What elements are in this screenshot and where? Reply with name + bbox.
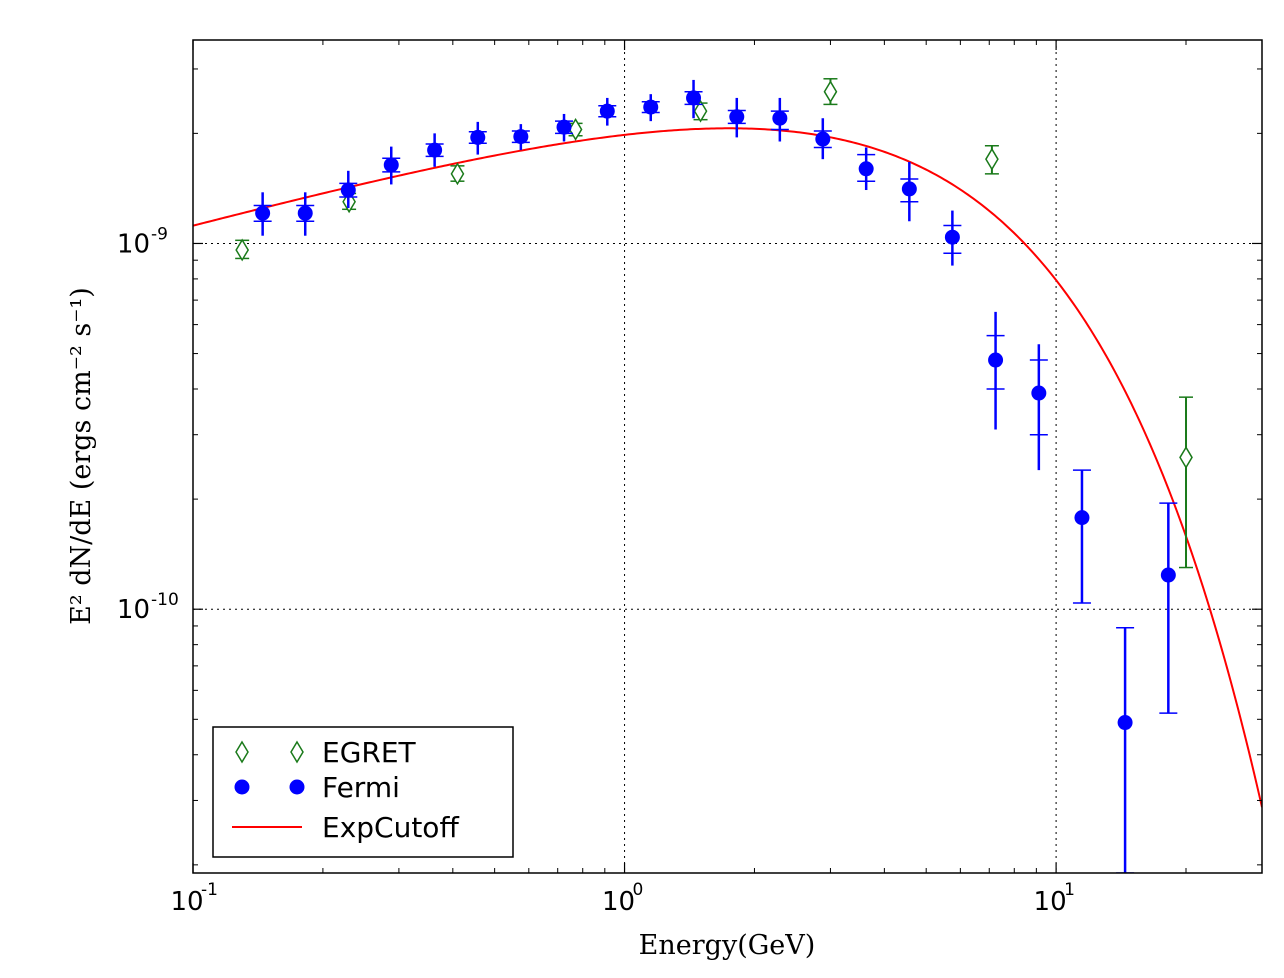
egret-point-2 bbox=[450, 162, 465, 186]
y-tick-exp-0: -9 bbox=[151, 224, 168, 244]
egret-marker-0 bbox=[235, 238, 250, 262]
egret-point-6 bbox=[984, 144, 999, 175]
fermi-point-2 bbox=[339, 170, 358, 209]
egret-marker-3 bbox=[568, 117, 583, 141]
x-tick-exp-1: 0 bbox=[633, 880, 644, 900]
fermi-marker-5 bbox=[470, 129, 486, 145]
fermi-point-8 bbox=[598, 97, 617, 126]
fermi-point-15 bbox=[900, 162, 919, 222]
fermi-point-13 bbox=[813, 118, 832, 160]
egret-point-5 bbox=[823, 78, 838, 106]
egret-point-7 bbox=[1179, 396, 1194, 569]
fermi-point-21 bbox=[1159, 502, 1178, 714]
fermi-point-12 bbox=[770, 97, 789, 142]
fermi-marker-18 bbox=[1031, 385, 1047, 401]
legend-fermi-label: Fermi bbox=[322, 771, 400, 804]
fermi-point-20 bbox=[1116, 626, 1135, 873]
fermi-marker-2 bbox=[340, 182, 356, 198]
egret-point-3 bbox=[568, 117, 583, 141]
legend: EGRET Fermi ExpCutoff bbox=[212, 726, 514, 858]
egret-marker-4 bbox=[693, 99, 708, 123]
fermi-point-16 bbox=[943, 210, 962, 266]
fermi-marker-17 bbox=[988, 352, 1004, 368]
legend-egret-marker-2 bbox=[290, 740, 304, 764]
legend-egret-marker-1 bbox=[235, 740, 249, 764]
fermi-marker-10 bbox=[686, 90, 702, 106]
legend-entry-expcutoff: ExpCutoff bbox=[232, 811, 459, 844]
egret-point-4 bbox=[693, 99, 708, 123]
legend-box bbox=[212, 726, 514, 858]
y-axis-label: E² dN/dE (ergs cm⁻² s⁻¹) bbox=[66, 287, 97, 625]
x-axis-title: Energy(GeV) bbox=[639, 930, 816, 961]
fermi-point-19 bbox=[1072, 469, 1091, 604]
fermi-marker-19 bbox=[1074, 510, 1090, 526]
fermi-point-5 bbox=[468, 121, 487, 155]
fermi-point-17 bbox=[986, 311, 1005, 430]
fermi-marker-6 bbox=[513, 129, 529, 145]
x-tick-label-2: 10 bbox=[1034, 887, 1067, 917]
fermi-marker-14 bbox=[858, 161, 874, 177]
points-clipped bbox=[235, 78, 1194, 873]
legend-egret-label: EGRET bbox=[322, 736, 417, 769]
fermi-marker-4 bbox=[427, 142, 443, 158]
egret-marker-2 bbox=[450, 162, 465, 186]
fermi-marker-0 bbox=[255, 205, 271, 221]
legend-entry-fermi: Fermi bbox=[234, 771, 400, 804]
y-tick-exp-1: -10 bbox=[151, 590, 179, 610]
legend-expcutoff-label: ExpCutoff bbox=[322, 811, 459, 844]
fermi-marker-9 bbox=[643, 99, 659, 115]
plot-frame bbox=[192, 39, 1263, 874]
y-tick-label-0: 10 bbox=[117, 229, 150, 259]
fermi-marker-3 bbox=[383, 157, 399, 173]
y-axis-title: E² dN/dE (ergs cm⁻² s⁻¹) bbox=[66, 287, 97, 625]
grid-lines bbox=[193, 40, 1262, 873]
fermi-marker-7 bbox=[556, 119, 572, 135]
x-tick-label-1: 10 bbox=[602, 887, 635, 917]
fermi-marker-15 bbox=[901, 181, 917, 197]
fermi-point-10 bbox=[684, 79, 703, 119]
egret-marker-5 bbox=[823, 80, 838, 104]
fermi-point-1 bbox=[296, 192, 315, 236]
egret-marker-7 bbox=[1179, 445, 1193, 469]
fermi-point-0 bbox=[253, 192, 272, 236]
fermi-point-6 bbox=[511, 124, 530, 151]
fermi-point-11 bbox=[727, 97, 746, 138]
egret-marker-6 bbox=[985, 147, 999, 171]
fermi-marker-1 bbox=[297, 205, 313, 221]
fermi-point-9 bbox=[641, 94, 660, 122]
fermi-marker-12 bbox=[772, 110, 788, 126]
y-tick-label-1: 10 bbox=[117, 595, 150, 625]
egret-point-0 bbox=[235, 238, 250, 262]
legend-entry-egret: EGRET bbox=[235, 736, 417, 769]
expcutoff-curve-layer bbox=[193, 127, 1262, 808]
fermi-point-3 bbox=[382, 146, 401, 185]
expcutoff-curve bbox=[193, 127, 1262, 808]
fermi-point-14 bbox=[857, 147, 876, 191]
fermi-marker-8 bbox=[599, 103, 615, 119]
fermi-point-4 bbox=[425, 133, 444, 167]
legend-fermi-marker-2 bbox=[289, 779, 305, 795]
fermi-marker-21 bbox=[1160, 567, 1176, 583]
fermi-marker-16 bbox=[944, 229, 960, 245]
fermi-marker-20 bbox=[1117, 715, 1133, 731]
x-tick-exp-0: -1 bbox=[201, 880, 218, 900]
fermi-point-18 bbox=[1029, 344, 1048, 471]
x-tick-label-0: 10 bbox=[170, 887, 203, 917]
fermi-point-7 bbox=[555, 113, 574, 142]
fermi-marker-11 bbox=[729, 109, 745, 125]
fermi-marker-13 bbox=[815, 131, 831, 147]
x-tick-exp-2: 1 bbox=[1064, 880, 1075, 900]
legend-fermi-marker-1 bbox=[234, 779, 250, 795]
x-axis-label: Energy(GeV) bbox=[639, 930, 816, 961]
data-points-layer bbox=[235, 78, 1194, 873]
